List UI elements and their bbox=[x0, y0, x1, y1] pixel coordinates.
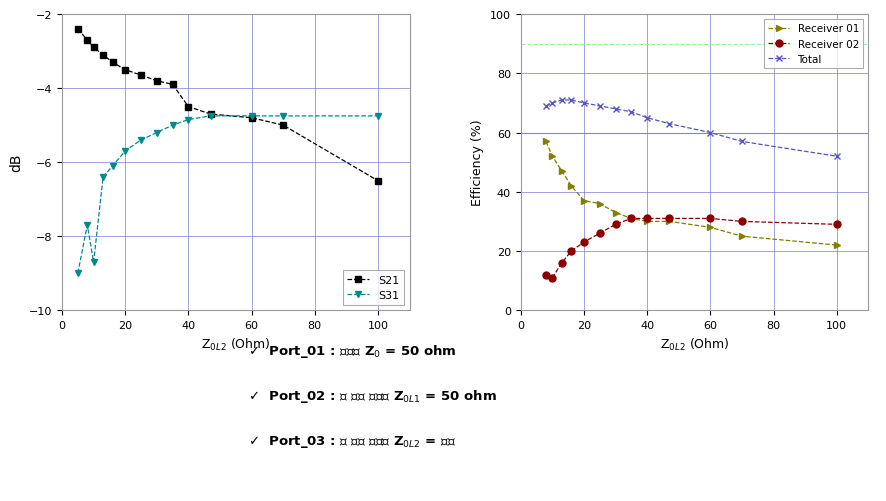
Receiver 02 bbox=[556, 261, 567, 267]
Text: ✓  Port_02 : 첫 번째 수신부 Z$_{0L1}$ = 50 ohm: ✓ Port_02 : 첫 번째 수신부 Z$_{0L1}$ = 50 ohm bbox=[248, 387, 497, 404]
Receiver 02 bbox=[579, 239, 589, 245]
Total bbox=[540, 104, 551, 110]
S21 bbox=[89, 45, 99, 51]
Receiver 01 bbox=[540, 139, 551, 145]
X-axis label: Z$_{0L2}$ (Ohm): Z$_{0L2}$ (Ohm) bbox=[201, 336, 270, 352]
S21 bbox=[136, 73, 146, 79]
S21 bbox=[152, 79, 162, 85]
Total bbox=[595, 104, 605, 110]
Receiver 01 bbox=[736, 233, 747, 240]
Receiver 02 bbox=[626, 216, 637, 222]
Receiver 02 bbox=[736, 219, 747, 225]
Text: ✓  Port_01 : 송신부 Z$_{0}$ = 50 ohm: ✓ Port_01 : 송신부 Z$_{0}$ = 50 ohm bbox=[248, 342, 457, 359]
S21 bbox=[97, 53, 108, 59]
S31 bbox=[120, 149, 130, 155]
Receiver 02 bbox=[705, 216, 716, 222]
Line: Total: Total bbox=[542, 97, 840, 160]
S21 bbox=[167, 82, 178, 88]
Line: S31: S31 bbox=[74, 113, 382, 277]
Total bbox=[626, 110, 637, 116]
Total bbox=[641, 115, 652, 121]
S31 bbox=[167, 123, 178, 129]
Receiver 02 bbox=[610, 222, 621, 228]
Total bbox=[831, 154, 842, 160]
Total bbox=[705, 130, 716, 136]
S31 bbox=[152, 130, 162, 136]
S21 bbox=[373, 178, 384, 184]
Total bbox=[566, 98, 577, 104]
S31 bbox=[82, 222, 93, 228]
S21 bbox=[206, 112, 216, 118]
Receiver 02 bbox=[641, 216, 652, 222]
S31 bbox=[107, 163, 118, 169]
Receiver 01 bbox=[595, 201, 605, 207]
S21 bbox=[246, 115, 257, 121]
S21 bbox=[107, 60, 118, 66]
Receiver 02 bbox=[540, 272, 551, 278]
Receiver 01 bbox=[705, 225, 716, 231]
Receiver 02 bbox=[547, 275, 557, 281]
Line: Receiver 01: Receiver 01 bbox=[542, 139, 840, 249]
Total bbox=[610, 107, 621, 113]
Receiver 01 bbox=[610, 210, 621, 216]
Receiver 02 bbox=[664, 216, 674, 222]
Receiver 01 bbox=[626, 216, 637, 222]
S31 bbox=[73, 271, 83, 277]
Total bbox=[547, 101, 557, 107]
Text: ✓  Port_03 : 두 번째 수신부 Z$_{0L2}$ = 가변: ✓ Port_03 : 두 번째 수신부 Z$_{0L2}$ = 가변 bbox=[248, 433, 456, 449]
Receiver 02 bbox=[566, 248, 577, 255]
S31 bbox=[206, 114, 216, 120]
S31 bbox=[246, 114, 257, 120]
Receiver 01 bbox=[641, 219, 652, 225]
Receiver 01 bbox=[556, 169, 567, 175]
S21 bbox=[73, 27, 83, 33]
S31 bbox=[278, 114, 289, 120]
S31 bbox=[136, 138, 146, 144]
Receiver 01 bbox=[566, 183, 577, 189]
Receiver 02 bbox=[831, 222, 842, 228]
S21 bbox=[278, 123, 289, 129]
Total bbox=[664, 121, 674, 127]
S31 bbox=[373, 114, 384, 120]
Y-axis label: Efficiency (%): Efficiency (%) bbox=[471, 120, 485, 206]
S31 bbox=[183, 117, 194, 123]
Line: S21: S21 bbox=[75, 27, 381, 184]
Receiver 01 bbox=[579, 198, 589, 204]
S31 bbox=[89, 260, 99, 266]
Legend: S21, S31: S21, S31 bbox=[343, 271, 404, 305]
Receiver 01 bbox=[831, 242, 842, 248]
S21 bbox=[120, 68, 130, 74]
Receiver 02 bbox=[595, 231, 605, 237]
Line: Receiver 02: Receiver 02 bbox=[542, 215, 840, 282]
Y-axis label: dB: dB bbox=[10, 154, 23, 172]
Total bbox=[556, 98, 567, 104]
Receiver 01 bbox=[664, 219, 674, 225]
X-axis label: Z$_{0L2}$ (Ohm): Z$_{0L2}$ (Ohm) bbox=[660, 336, 729, 352]
S21 bbox=[183, 104, 194, 110]
S31 bbox=[97, 175, 108, 181]
Total bbox=[736, 139, 747, 145]
Legend: Receiver 01, Receiver 02, Total: Receiver 01, Receiver 02, Total bbox=[765, 20, 863, 69]
Receiver 01 bbox=[547, 154, 557, 160]
S21 bbox=[82, 38, 93, 44]
Total bbox=[579, 101, 589, 107]
